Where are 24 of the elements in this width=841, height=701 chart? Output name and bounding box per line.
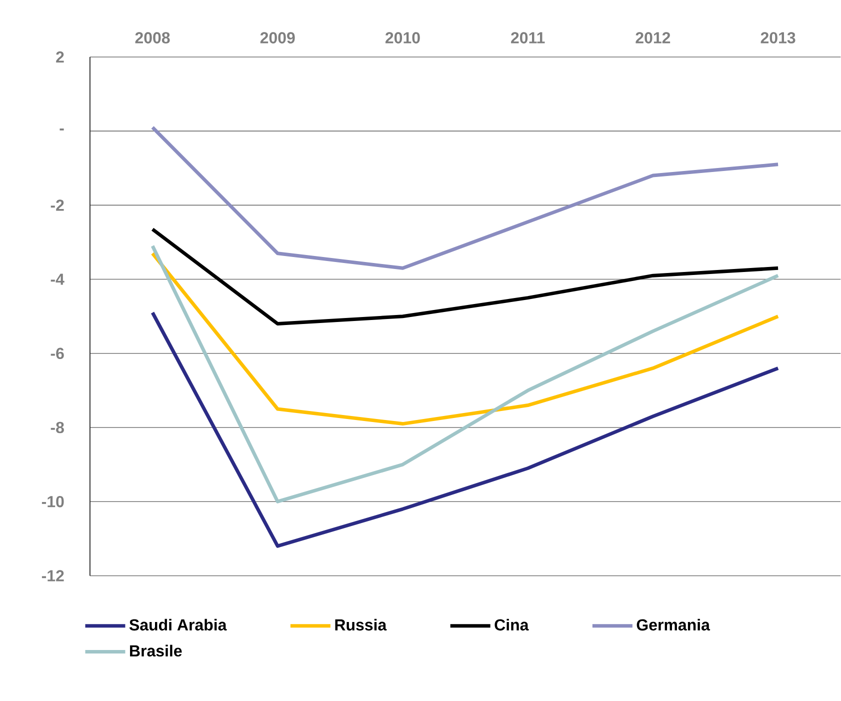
legend-label: Brasile — [130, 644, 182, 657]
x-tick-label: 2011 — [511, 32, 545, 44]
line-series — [150, 228, 780, 326]
legend-label: Cina — [494, 618, 529, 631]
line-series — [150, 311, 780, 548]
x-tick-label: 2009 — [260, 32, 295, 44]
y-tick-label: -4 — [50, 274, 64, 285]
x-tick-label: 2012 — [636, 32, 670, 44]
line-series — [150, 252, 780, 426]
y-tick-label: -8 — [50, 422, 64, 434]
y-tick-label: -12 — [42, 570, 64, 582]
x-tick-label: 2008 — [135, 32, 170, 44]
y-tick-label: -6 — [50, 348, 64, 360]
y-tick-label: -2 — [50, 200, 64, 211]
line-series — [150, 244, 780, 504]
x-tick-label: 2013 — [760, 32, 796, 44]
y-tick-label: -10 — [42, 496, 64, 508]
y-tick-label: 2 — [56, 52, 64, 63]
x-tick-label: 2010 — [385, 32, 420, 44]
legend-label: Germania — [636, 618, 710, 631]
legend-label: Saudi Arabia — [129, 618, 227, 631]
legend-label: Russia — [335, 618, 387, 631]
line-series — [150, 126, 780, 270]
y-tick-label: - — [60, 128, 64, 131]
